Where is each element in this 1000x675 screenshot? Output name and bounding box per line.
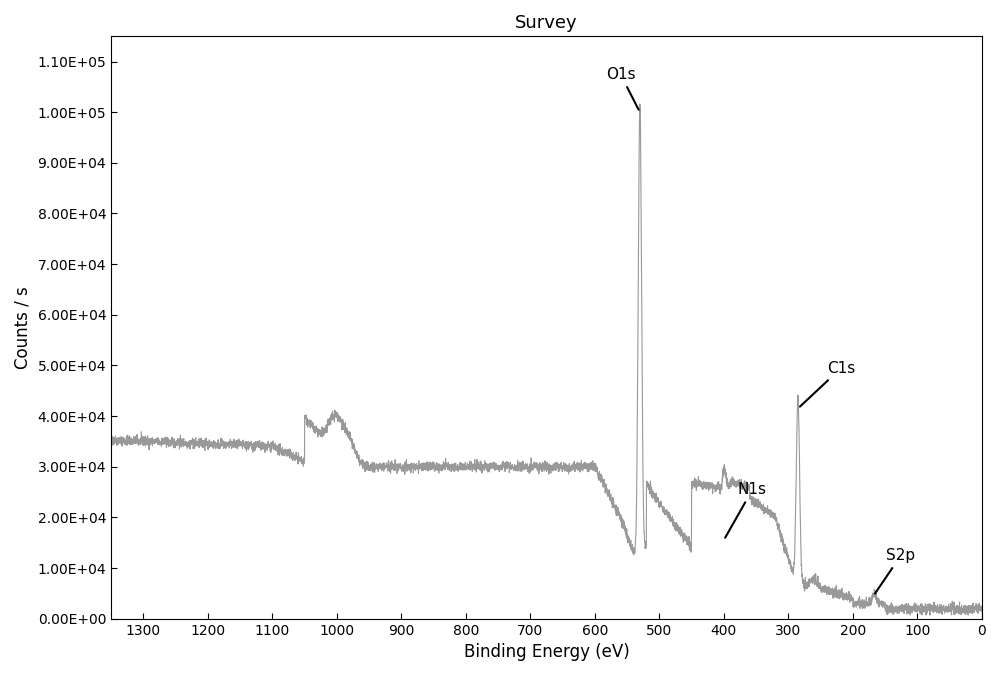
Text: N1s: N1s — [725, 482, 767, 538]
Text: S2p: S2p — [875, 548, 915, 593]
Title: Survey: Survey — [515, 14, 578, 32]
Text: O1s: O1s — [606, 67, 639, 110]
Text: C1s: C1s — [800, 360, 855, 406]
Y-axis label: Counts / s: Counts / s — [14, 286, 32, 369]
X-axis label: Binding Energy (eV): Binding Energy (eV) — [464, 643, 629, 661]
